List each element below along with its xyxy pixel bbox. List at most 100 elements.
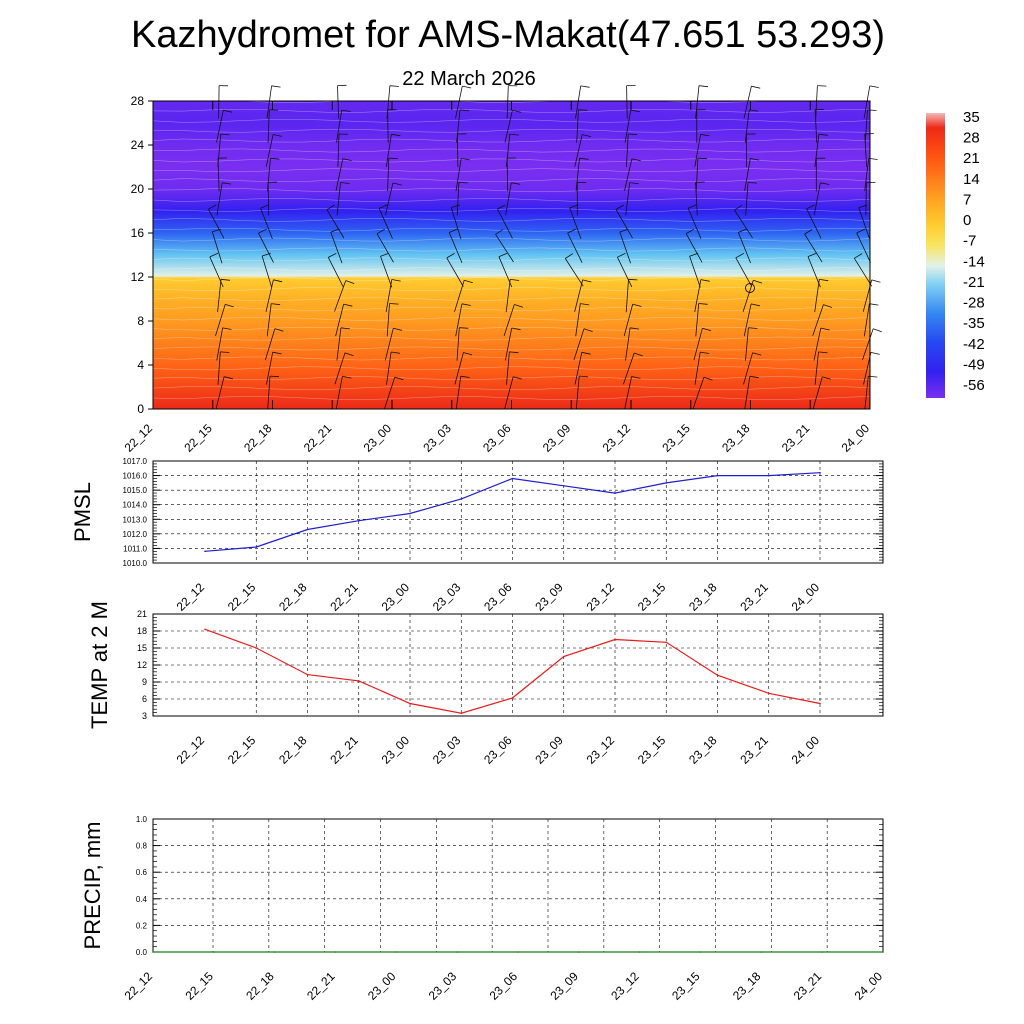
wind-barb-staff: [626, 133, 629, 168]
wind-barb-staff: [216, 182, 223, 216]
data-point: [563, 655, 565, 658]
wind-barb-flag: [459, 327, 469, 329]
x-tick-label: 23_03: [420, 421, 454, 455]
precip-panel: 0.0 0.2 0.4 0.6 0.8 1.0 22_12 22_15 22_18 22_21 23…: [80, 815, 885, 1003]
wind-barb-staff: [695, 85, 700, 119]
data-point: [821, 951, 823, 953]
wind-barb-staff: [626, 85, 628, 119]
wind-barb-staff: [864, 376, 869, 409]
wind-barb-flag: [820, 327, 830, 331]
wind-barb-staff: [812, 376, 823, 409]
x-tick-label: 23_00: [379, 733, 413, 767]
colorbar-label: 7: [963, 191, 971, 208]
wind-barb-staff: [862, 328, 874, 361]
wind-barb-staff: [735, 257, 753, 287]
x-tick-label: 22_15: [182, 969, 216, 1003]
wind-barb-flag: [269, 375, 280, 378]
wind-barb-flag: [340, 182, 350, 184]
wind-barb-flag: [341, 109, 351, 112]
wind-barb-flag: [459, 109, 470, 112]
data-point: [255, 546, 258, 548]
y-tick-label: 18: [137, 626, 147, 636]
x-tick-label: 23_00: [361, 421, 395, 455]
x-tick-label: 24_00: [839, 421, 873, 455]
wind-barb-flag: [446, 253, 455, 259]
x-tick-label: 23_06: [480, 421, 514, 455]
wind-barb-flag: [223, 109, 233, 113]
wind-barb-staff: [569, 207, 582, 240]
wind-barb-flag: [274, 328, 284, 332]
wind-barb-staff: [694, 352, 701, 385]
data-point: [614, 492, 616, 494]
wind-barb-flag: [220, 133, 230, 136]
contour-line: [152, 247, 871, 252]
y-tick-label: 16: [131, 226, 145, 240]
wind-barb-staff: [744, 109, 750, 143]
wind-barb-flag: [342, 376, 352, 379]
wind-barb-staff: [625, 279, 629, 313]
wind-barb-staff: [625, 182, 631, 216]
wind-barb-staff: [267, 109, 270, 143]
wind-barb-flag: [697, 157, 707, 160]
wind-barb-flag: [208, 204, 217, 210]
wind-barb-staff: [386, 85, 391, 119]
wind-barb-staff: [335, 376, 343, 409]
wind-barb-staff: [693, 328, 703, 361]
x-tick-label: 22_21: [301, 421, 335, 455]
wind-barb-staff: [455, 158, 462, 192]
contour-line: [152, 119, 871, 123]
wind-barb-staff: [385, 182, 394, 216]
wind-barb-staff: [336, 110, 343, 143]
contour-line: [152, 267, 871, 272]
wind-barb-flag: [495, 229, 504, 235]
data-point: [213, 951, 215, 953]
wind-barb-staff: [853, 258, 873, 287]
wind-barb-flag: [702, 327, 712, 332]
wind-barb-staff: [216, 110, 224, 143]
contour-line: [152, 297, 871, 301]
wind-barb-staff: [387, 109, 389, 143]
wind-barb-staff: [505, 182, 512, 216]
x-tick-label: 22_12: [174, 580, 208, 614]
y-tick-label: 12: [131, 270, 145, 284]
wind-barb-staff: [503, 304, 515, 337]
wind-barb-staff: [267, 182, 270, 216]
wind-barb-flag: [328, 252, 337, 258]
x-tick-label: 23_12: [584, 580, 618, 614]
wind-barb-flag: [512, 110, 522, 113]
wind-barb-flag: [209, 252, 219, 258]
data-point: [255, 647, 258, 649]
wind-barb-staff: [456, 182, 460, 216]
wind-barb-staff: [694, 134, 701, 167]
wind-barb-flag: [458, 182, 468, 184]
temp2m-panel: 3 6 9 12 15 18 21 22_12 22_15 22_18 22_21 23_00 23_0…: [87, 601, 884, 767]
wind-barb-flag: [569, 204, 579, 209]
x-tick-label: 22_21: [304, 969, 338, 1003]
y-tick-label: 1016.0: [123, 472, 148, 481]
wind-barb-flag: [632, 303, 642, 307]
contour-line: [152, 237, 871, 242]
wind-barb-staff: [743, 86, 752, 119]
wind-barb-staff: [209, 256, 224, 288]
wind-barb-staff: [813, 182, 821, 216]
wind-barb-flag: [224, 376, 233, 380]
y-axis-label: PMSL: [70, 482, 95, 542]
wind-barb-flag: [270, 157, 280, 160]
y-tick-label: 21: [137, 609, 147, 619]
wind-barb-flag: [389, 303, 399, 305]
wind-barb-staff: [573, 328, 585, 361]
wind-barb-staff: [743, 303, 752, 337]
wind-barb-flag: [700, 351, 710, 354]
wind-barb-staff: [734, 209, 753, 239]
x-tick-label: 23_18: [730, 969, 764, 1003]
wind-barb-staff: [689, 256, 701, 288]
wind-barb-flag: [498, 252, 508, 258]
wind-barb-flag: [326, 204, 335, 211]
wind-barb-staff: [498, 256, 513, 288]
wind-barb-staff: [386, 303, 390, 337]
wind-barb-staff: [446, 257, 464, 287]
wind-barb-flag: [330, 228, 340, 233]
wind-barb-staff: [384, 376, 396, 409]
wind-barb-flag: [225, 304, 234, 308]
